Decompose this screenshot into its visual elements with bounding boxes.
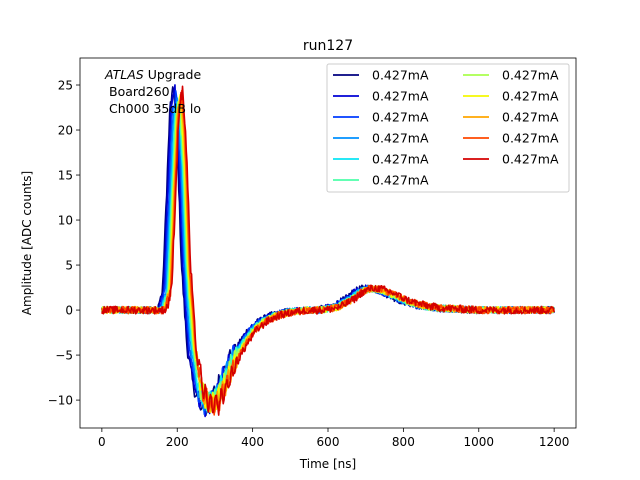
legend-label: 0.427mA [502,68,559,83]
legend-label: 0.427mA [502,152,559,167]
x-tick-label: 400 [241,435,264,449]
legend-label: 0.427mA [502,89,559,104]
x-axis: 0 200 400 600 800 1000 1200 [98,428,569,449]
atlas-label: ATLAS [104,67,144,82]
y-tick-label: 10 [58,214,73,228]
legend-label: 0.427mA [372,89,429,104]
chart-title: run127 [303,38,353,54]
x-tick-label: 600 [317,435,340,449]
legend-label: 0.427mA [372,173,429,188]
legend-label: 0.427mA [502,131,559,146]
legend-label: 0.427mA [372,68,429,83]
board-label: Board260 [109,84,170,99]
y-axis-label: Amplitude [ADC counts] [20,171,34,315]
legend-label: 0.427mA [502,110,559,125]
x-tick-label: 1200 [539,435,570,449]
y-axis: −10 −5 0 5 10 15 20 25 [48,79,80,408]
channel-label: Ch000 35dB lo [109,101,201,116]
series-group [101,84,555,418]
series-line [101,85,555,416]
legend-label: 0.427mA [372,152,429,167]
legend-box [326,63,570,193]
x-axis-label: Time [ns] [299,457,356,471]
y-tick-label: 20 [58,124,73,138]
x-tick-label: 200 [166,435,189,449]
y-tick-label: 15 [58,169,73,183]
y-tick-label: 5 [65,259,73,273]
y-tick-label: −10 [48,394,73,408]
legend: 0.427mA 0.427mA 0.427mA 0.427mA 0.427mA 0.427… [326,63,570,193]
legend-label: 0.427mA [372,110,429,125]
x-tick-label: 0 [98,435,106,449]
legend-label: 0.427mA [372,131,429,146]
x-tick-label: 800 [392,435,415,449]
upgrade-label: Upgrade [148,67,202,82]
y-tick-label: 0 [65,304,73,318]
y-tick-label: 25 [58,79,73,93]
y-tick-label: −5 [55,349,73,363]
x-tick-label: 1000 [463,435,494,449]
atlas-annotation-line1: ATLAS Upgrade [104,67,201,82]
